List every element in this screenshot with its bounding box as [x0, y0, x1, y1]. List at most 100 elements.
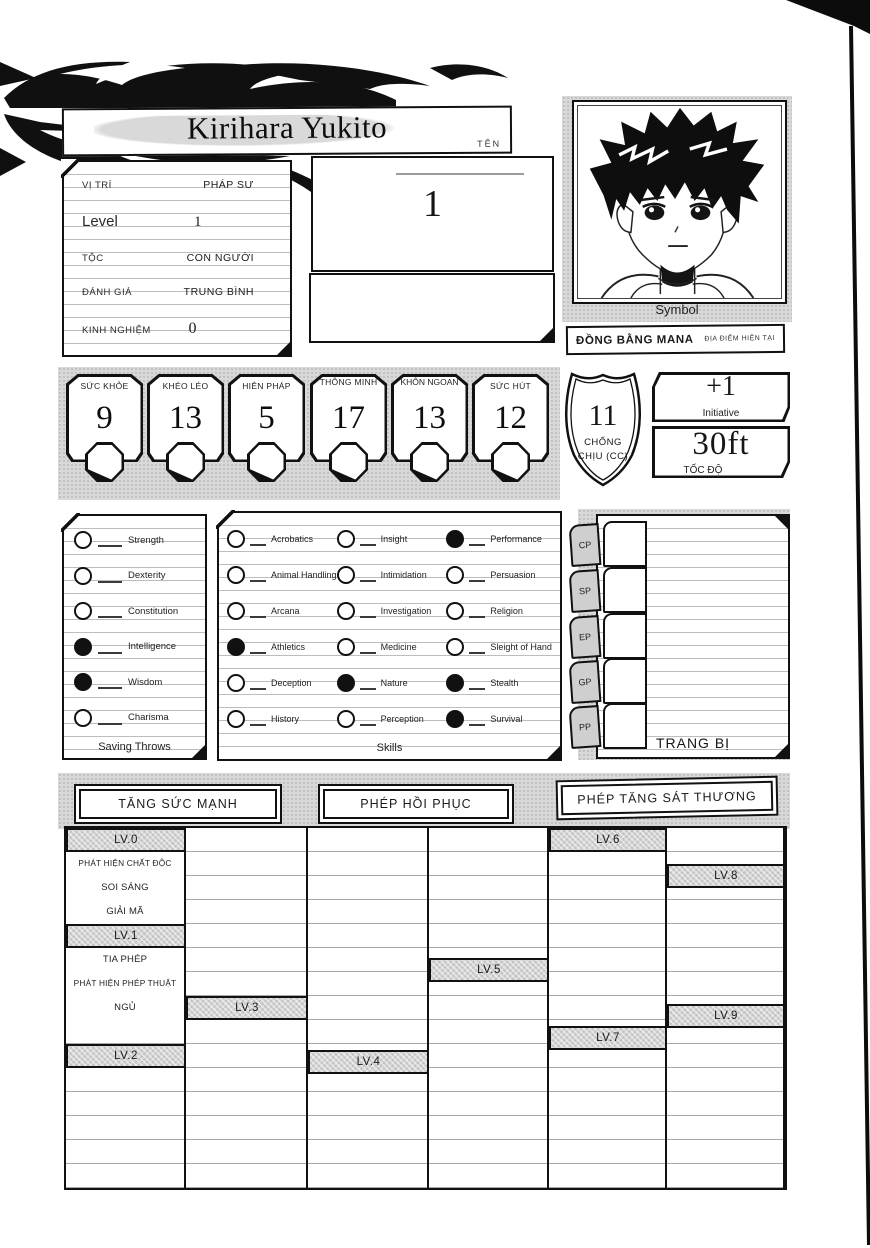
proficiency-dot — [227, 638, 245, 657]
coin-tab-pp: PP — [568, 703, 647, 749]
spell-column-3 — [308, 828, 429, 1188]
saving-throw-label: Wisdom — [128, 676, 163, 688]
coin-tab-sp: SP — [568, 567, 647, 613]
spell-level-header-lv3: LV.3 — [186, 996, 308, 1020]
skill-item: History — [227, 704, 337, 735]
skill-label: Performance — [490, 533, 542, 544]
spell-name: GIẢI MÃ — [66, 900, 184, 924]
proficiency-dot — [74, 531, 92, 549]
saving-throw-label: Dexterity — [128, 570, 166, 582]
corner-cut — [61, 513, 80, 532]
coin-tab-cp: CP — [568, 521, 647, 567]
info-row-experience: KINH NGHIỆM 0 — [74, 320, 280, 338]
modifier-line — [469, 568, 486, 582]
proficiency-dot — [446, 638, 465, 657]
modifier-line — [98, 640, 122, 654]
spell-header-label: PHÉP HỒI PHỤC — [323, 789, 509, 819]
box-face — [654, 428, 788, 476]
proficiency-dot — [227, 674, 245, 693]
info-value: 0 — [188, 320, 197, 338]
modifier-line — [98, 675, 122, 690]
skill-item: Stealth — [446, 668, 556, 699]
spell-name: TIA PHÉP — [66, 948, 184, 972]
coin-value-box — [603, 613, 647, 659]
modifier-line — [250, 568, 266, 582]
skill-item: Religion — [446, 595, 556, 626]
corner-notch — [539, 327, 554, 342]
proficiency-dot — [74, 566, 92, 585]
coin-label: PP — [568, 705, 602, 749]
proficiency-dot — [446, 565, 465, 584]
coin-tab-gp: GP — [568, 658, 647, 704]
proficiency-dot — [227, 565, 245, 584]
ability-modifier-octagon — [491, 442, 530, 482]
skill-item: Athletics — [227, 632, 337, 663]
coin-tab-ep: EP — [568, 613, 647, 659]
corner-notch — [774, 515, 789, 530]
skill-label: Acrobatics — [271, 533, 314, 544]
spell-name: SOI SÁNG — [66, 876, 184, 900]
coin-value-box — [603, 567, 647, 613]
spell-level-header-lv7: LV.7 — [549, 1026, 667, 1050]
proficiency-dot — [336, 710, 355, 729]
modifier-line — [359, 568, 376, 582]
ability-modifier-octagon — [166, 442, 205, 482]
proficiency-dot — [227, 529, 245, 548]
modifier-line — [469, 532, 486, 546]
proficiency-dot — [336, 601, 355, 620]
speed-value: 30ft — [692, 426, 750, 462]
skill-label: Animal Handling — [271, 569, 337, 580]
modifier-line — [98, 569, 122, 583]
ability-value: 13 — [169, 400, 202, 436]
saving-throw-label: Charisma — [128, 712, 169, 724]
skill-label: Stealth — [490, 678, 519, 689]
modifier-line — [359, 604, 376, 618]
modifier-line — [250, 640, 266, 655]
skill-item: Arcana — [227, 595, 337, 626]
skill-item: Deception — [227, 668, 337, 699]
ability-card-border — [310, 374, 387, 462]
ability-value: 5 — [258, 400, 275, 436]
ability-card-dexterity: KHÉO LÉO 13 — [147, 374, 224, 484]
skill-label: Deception — [271, 678, 312, 689]
speed-box: 30ft TỐC ĐỘ — [652, 426, 790, 478]
portrait-illustration — [589, 107, 765, 298]
modifier-line — [359, 676, 376, 691]
modifier-line — [359, 532, 376, 546]
proficiency-dot — [336, 674, 355, 693]
saving-throw-label: Strength — [128, 534, 164, 546]
proficiency-dot — [446, 674, 465, 693]
speed-label: TỐC ĐỘ — [683, 465, 723, 476]
spell-header-heal: PHÉP HỒI PHỤC — [318, 784, 514, 824]
saving-throws-title: Saving Throws — [98, 741, 171, 753]
corner-cut — [216, 510, 235, 529]
modifier-line — [469, 640, 486, 655]
character-info-box: VỊ TRÍ PHÁP SƯ Level 1 TỘC CON NGƯỜI ĐÁN… — [61, 159, 292, 357]
corner-notch — [774, 743, 789, 758]
skill-label: Sleight of Hand — [490, 642, 552, 653]
spell-level-header-lv9: LV.9 — [667, 1004, 785, 1028]
coin-label: SP — [568, 569, 602, 613]
skill-label: Arcana — [271, 605, 300, 616]
ability-value: 9 — [96, 400, 113, 436]
spell-table: LV.0 PHÁT HIỆN CHẤT ĐỘC SOI SÁNG GIẢI MÃ… — [64, 826, 787, 1190]
saving-throw-row: Constitution — [74, 595, 199, 627]
coin-value-box — [603, 521, 647, 567]
ability-value: 12 — [494, 400, 527, 436]
modifier-line — [250, 604, 266, 618]
spell-header-label: TĂNG SỨC MẠNH — [79, 789, 277, 819]
initiative-box: +1 Initiative — [652, 371, 790, 422]
portrait-caption: Symbol — [655, 302, 699, 317]
armor-class-shield: 11 CHỐNG CHỊU (CC) — [561, 367, 645, 487]
skills-box: Acrobatics Animal Handling Arcana Athlet… — [216, 510, 562, 761]
ability-label: THÔNG MINH — [319, 377, 378, 387]
ability-label: KHÉO LÉO — [162, 381, 209, 391]
saving-throw-row: Intelligence — [74, 631, 199, 663]
skills-title: Skills — [376, 742, 403, 754]
skill-label: Persuasion — [490, 569, 536, 580]
box-face — [654, 374, 788, 420]
skill-item: Insight — [336, 523, 447, 554]
skill-label: Religion — [490, 605, 523, 616]
class-level-box: 1 — [311, 156, 554, 272]
